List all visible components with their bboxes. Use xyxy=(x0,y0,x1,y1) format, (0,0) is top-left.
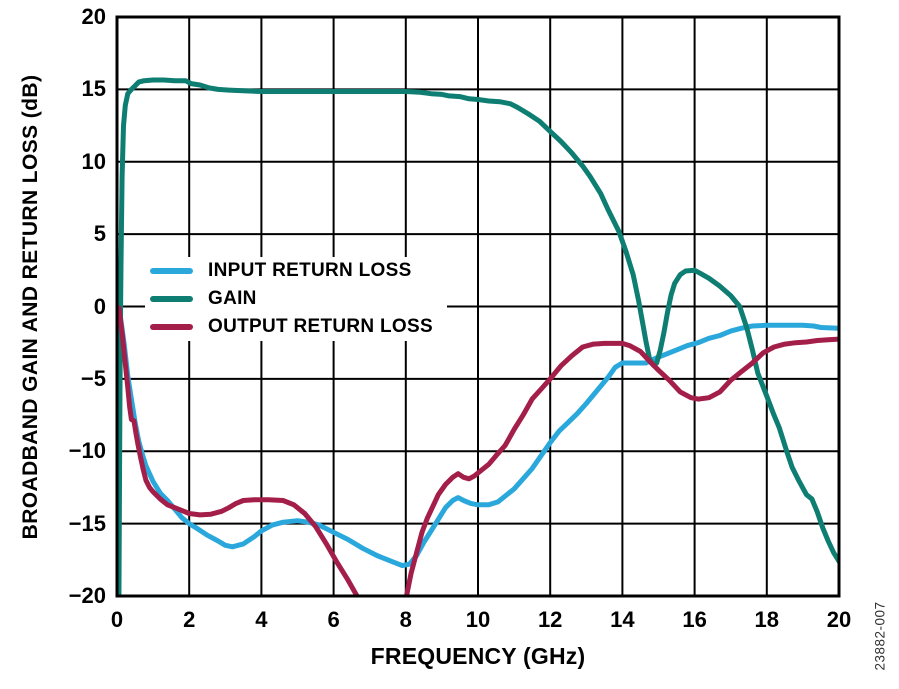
y-tick-label: −20 xyxy=(68,583,106,608)
plot-border xyxy=(115,15,841,598)
y-tick-label: −15 xyxy=(68,510,106,536)
x-tick-label: 18 xyxy=(754,607,780,632)
gain-line-swatch xyxy=(150,296,193,302)
output-return-loss-line-swatch xyxy=(150,324,193,330)
legend-label: INPUT RETURN LOSS xyxy=(208,260,412,281)
x-tick-label: 14 xyxy=(610,607,635,632)
series-line-gain xyxy=(116,77,840,597)
x-tick-label: 4 xyxy=(255,607,268,632)
y-tick-label: −10 xyxy=(68,438,106,464)
x-tick-label: 6 xyxy=(327,607,340,632)
x-tick-label: 12 xyxy=(537,607,563,632)
legend: INPUT RETURN LOSS GAIN OUTPUT RETURN LOS… xyxy=(145,257,447,341)
series-line-output-return-loss xyxy=(116,305,840,597)
x-tick-label: 8 xyxy=(399,607,412,632)
x-tick-label: 20 xyxy=(826,607,852,632)
y-tick-label: 20 xyxy=(81,4,106,29)
x-tick-label: 2 xyxy=(183,607,196,632)
legend-label: OUTPUT RETURN LOSS xyxy=(208,316,433,337)
series-line-input-return-loss xyxy=(116,306,840,569)
x-axis-title: FREQUENCY (GHz) xyxy=(370,643,586,669)
input-return-loss-line-swatch xyxy=(150,268,193,274)
x-tick-label: 10 xyxy=(465,607,491,632)
legend-item-gain: GAIN xyxy=(145,287,447,311)
y-axis-title: BROADBAND GAIN AND RETURN LOSS (dB) xyxy=(19,74,42,540)
y-tick-label: 0 xyxy=(93,293,106,319)
legend-label: GAIN xyxy=(208,288,257,309)
figure-number-watermark: 23882-007 xyxy=(872,601,888,671)
y-tick-label: 5 xyxy=(93,221,106,247)
legend-item-output-return-loss: OUTPUT RETURN LOSS xyxy=(145,315,447,339)
legend-item-input-return-loss: INPUT RETURN LOSS xyxy=(145,259,447,283)
x-tick-label: 0 xyxy=(110,607,124,632)
y-tick-label: 10 xyxy=(81,148,106,174)
y-tick-label: 15 xyxy=(81,76,106,102)
x-tick-label: 16 xyxy=(682,607,707,632)
y-tick-label: −5 xyxy=(80,365,106,391)
